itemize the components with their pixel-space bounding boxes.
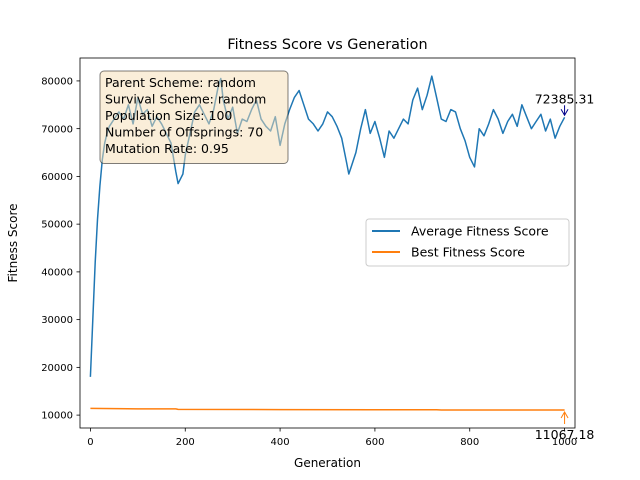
legend-box	[365, 218, 570, 267]
annotation-arrow-head	[560, 411, 569, 419]
x-tick-label: 600	[365, 437, 384, 448]
y-tick-label: 30000	[41, 315, 73, 326]
y-tick-label: 50000	[41, 220, 73, 231]
x-tick-label: 1000	[552, 437, 577, 448]
info-box-line: Parent Scheme: random	[105, 75, 256, 90]
chart-title: Fitness Score vs Generation	[227, 37, 427, 53]
annotation-arrow-head	[560, 109, 569, 117]
info-box-line: Number of Offsprings: 70	[105, 125, 263, 140]
info-box-background	[99, 70, 289, 164]
info-box-line: Survival Scheme: random	[105, 92, 266, 107]
x-tick-label: 200	[176, 437, 195, 448]
y-tick-label: 40000	[41, 267, 73, 278]
x-axis-label: Generation	[294, 456, 361, 470]
info-box: Parent Scheme: random Survival Scheme: ra…	[99, 70, 289, 164]
y-axis-label: Fitness Score	[6, 204, 20, 283]
series-line-best-fitness	[90, 407, 565, 411]
annotation-label: 11067.18	[535, 427, 595, 442]
annotation-label: 72385.31	[535, 91, 595, 106]
info-box-line: Population Size: 100	[105, 108, 232, 123]
x-tick-label: 400	[271, 437, 290, 448]
annotations: 72385.31 11067.18	[535, 91, 595, 442]
x-axis-ticks: 0 200 400 600 800 1000	[87, 428, 577, 448]
y-tick-label: 20000	[41, 363, 73, 374]
plot-frame	[79, 57, 576, 429]
y-tick-label: 60000	[41, 172, 73, 183]
legend-label: Best Fitness Score	[411, 245, 525, 260]
x-tick-label: 800	[460, 437, 479, 448]
legend: Average Fitness Score Best Fitness Score	[365, 218, 570, 267]
y-axis-ticks: 10000 20000 30000 40000 50000 60000 70000 80000	[41, 77, 80, 422]
info-box-line: Mutation Rate: 0.95	[105, 141, 229, 156]
x-tick-label: 0	[87, 437, 93, 448]
legend-label: Average Fitness Score	[411, 224, 549, 239]
y-tick-label: 10000	[41, 411, 73, 422]
y-tick-label: 80000	[41, 77, 73, 88]
y-tick-label: 70000	[41, 124, 73, 135]
